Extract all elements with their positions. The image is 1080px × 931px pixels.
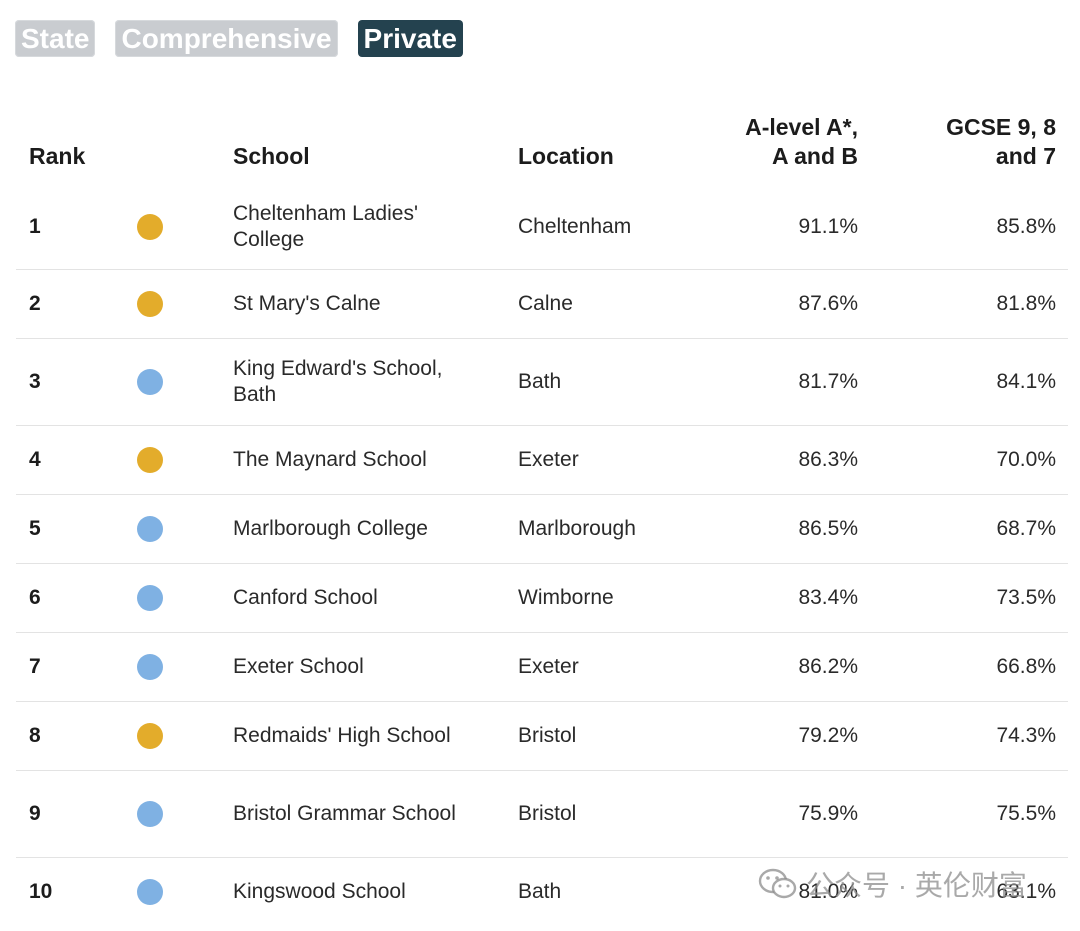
alevel-cell: 79.2%	[798, 724, 858, 747]
school-name: The Maynard School	[233, 448, 427, 471]
gcse-cell: 85.8%	[996, 215, 1056, 238]
table-row: 7 Exeter School Exeter 86.2% 66.8%	[16, 633, 1068, 702]
rank-cell: 9	[29, 802, 41, 825]
header-location: Location	[518, 143, 614, 169]
filter-private[interactable]: Private	[357, 20, 463, 57]
table-row: 9 Bristol Grammar School Bristol 75.9% 75.5%	[16, 771, 1068, 858]
header-school: School	[233, 143, 310, 169]
rank-cell: 3	[29, 370, 41, 393]
school-type-dot	[137, 801, 163, 827]
school-type-dot	[137, 585, 163, 611]
alevel-cell: 86.2%	[798, 655, 858, 678]
school-name: King Edward's School, Bath	[233, 357, 443, 406]
alevel-cell: 86.3%	[798, 448, 858, 471]
rank-cell: 1	[29, 215, 41, 238]
gcse-cell: 68.7%	[996, 517, 1056, 540]
school-type-dot	[137, 369, 163, 395]
rank-cell: 4	[29, 448, 41, 471]
location-cell: Marlborough	[518, 517, 636, 540]
rank-cell: 7	[29, 655, 41, 678]
alevel-cell: 81.7%	[798, 370, 858, 393]
gcse-cell: 73.5%	[996, 586, 1056, 609]
school-name: Bristol Grammar School	[233, 802, 456, 825]
alevel-cell: 86.5%	[798, 517, 858, 540]
alevel-cell: 91.1%	[798, 215, 858, 238]
header-gcse-line-2: and 7	[995, 143, 1056, 169]
location-cell: Cheltenham	[518, 215, 632, 238]
rank-cell: 6	[29, 586, 41, 609]
school-name: Canford School	[233, 586, 378, 609]
table-header: Rank School Location A-level A*, A and B…	[16, 100, 1068, 185]
gcse-cell: 84.1%	[996, 370, 1056, 393]
school-type-dot	[137, 723, 163, 749]
location-cell: Bristol	[518, 802, 577, 825]
school-name: St Mary's Calne	[233, 292, 381, 315]
school-type-dot	[137, 214, 163, 240]
location-cell: Bath	[518, 880, 562, 903]
location-cell: Wimborne	[518, 586, 614, 609]
gcse-cell: 75.5%	[996, 802, 1056, 825]
gcse-cell: 63.1%	[996, 880, 1056, 903]
table-row: 1 Cheltenham Ladies' College Cheltenham 91.…	[16, 185, 1068, 270]
location-cell: Exeter	[518, 448, 579, 471]
rank-cell: 5	[29, 517, 41, 540]
school-name: Marlborough College	[233, 517, 428, 540]
school-ranking-table: Rank School Location A-level A*, A and B…	[16, 100, 1068, 926]
school-name: Exeter School	[233, 655, 364, 678]
table-row: 6 Canford School Wimborne 83.4% 73.5%	[16, 564, 1068, 633]
alevel-cell: 83.4%	[798, 586, 858, 609]
school-type-dot	[137, 516, 163, 542]
rank-cell: 10	[29, 880, 53, 903]
gcse-cell: 74.3%	[996, 724, 1056, 747]
school-type-dot	[137, 291, 163, 317]
school-name: Kingswood School	[233, 880, 406, 903]
school-name: Redmaids' High School	[233, 724, 451, 747]
location-cell: Bristol	[518, 724, 577, 747]
header-gcse-line-1: GCSE 9, 8	[946, 114, 1056, 140]
header-gcse: GCSE 9, 8 and 7	[946, 113, 1056, 171]
table-body: 1 Cheltenham Ladies' College Cheltenham 91.…	[16, 185, 1068, 926]
table-row: 5 Marlborough College Marlborough 86.5% 68.7…	[16, 495, 1068, 564]
school-name: Cheltenham Ladies' College	[233, 202, 418, 251]
location-cell: Calne	[518, 292, 573, 315]
header-alevel: A-level A*, A and B	[745, 113, 858, 171]
table-row: 2 St Mary's Calne Calne 87.6% 81.8%	[16, 270, 1068, 339]
rank-cell: 2	[29, 292, 41, 315]
rank-cell: 8	[29, 724, 41, 747]
gcse-cell: 66.8%	[996, 655, 1056, 678]
table-row: 3 King Edward's School, Bath Bath 81.7% 84.1…	[16, 339, 1068, 426]
table-row: 4 The Maynard School Exeter 86.3% 70.0%	[16, 426, 1068, 495]
filter-state[interactable]: State	[15, 20, 96, 57]
table-row: 8 Redmaids' High School Bristol 79.2% 74.3%	[16, 702, 1068, 771]
alevel-cell: 81.0%	[798, 880, 858, 903]
table-row: 10 Kingswood School Bath 81.0% 63.1%	[16, 858, 1068, 926]
school-type-dot	[137, 447, 163, 473]
filter-tabs: State Comprehensive Private	[15, 20, 463, 57]
alevel-cell: 75.9%	[798, 802, 858, 825]
header-alevel-line-1: A-level A*,	[745, 114, 858, 140]
gcse-cell: 81.8%	[996, 292, 1056, 315]
school-type-dot	[137, 879, 163, 905]
location-cell: Exeter	[518, 655, 579, 678]
school-type-dot	[137, 654, 163, 680]
location-cell: Bath	[518, 370, 562, 393]
alevel-cell: 87.6%	[798, 292, 858, 315]
filter-comprehensive[interactable]: Comprehensive	[115, 20, 338, 57]
header-alevel-line-2: A and B	[771, 143, 858, 169]
header-rank: Rank	[29, 143, 86, 169]
gcse-cell: 70.0%	[996, 448, 1056, 471]
